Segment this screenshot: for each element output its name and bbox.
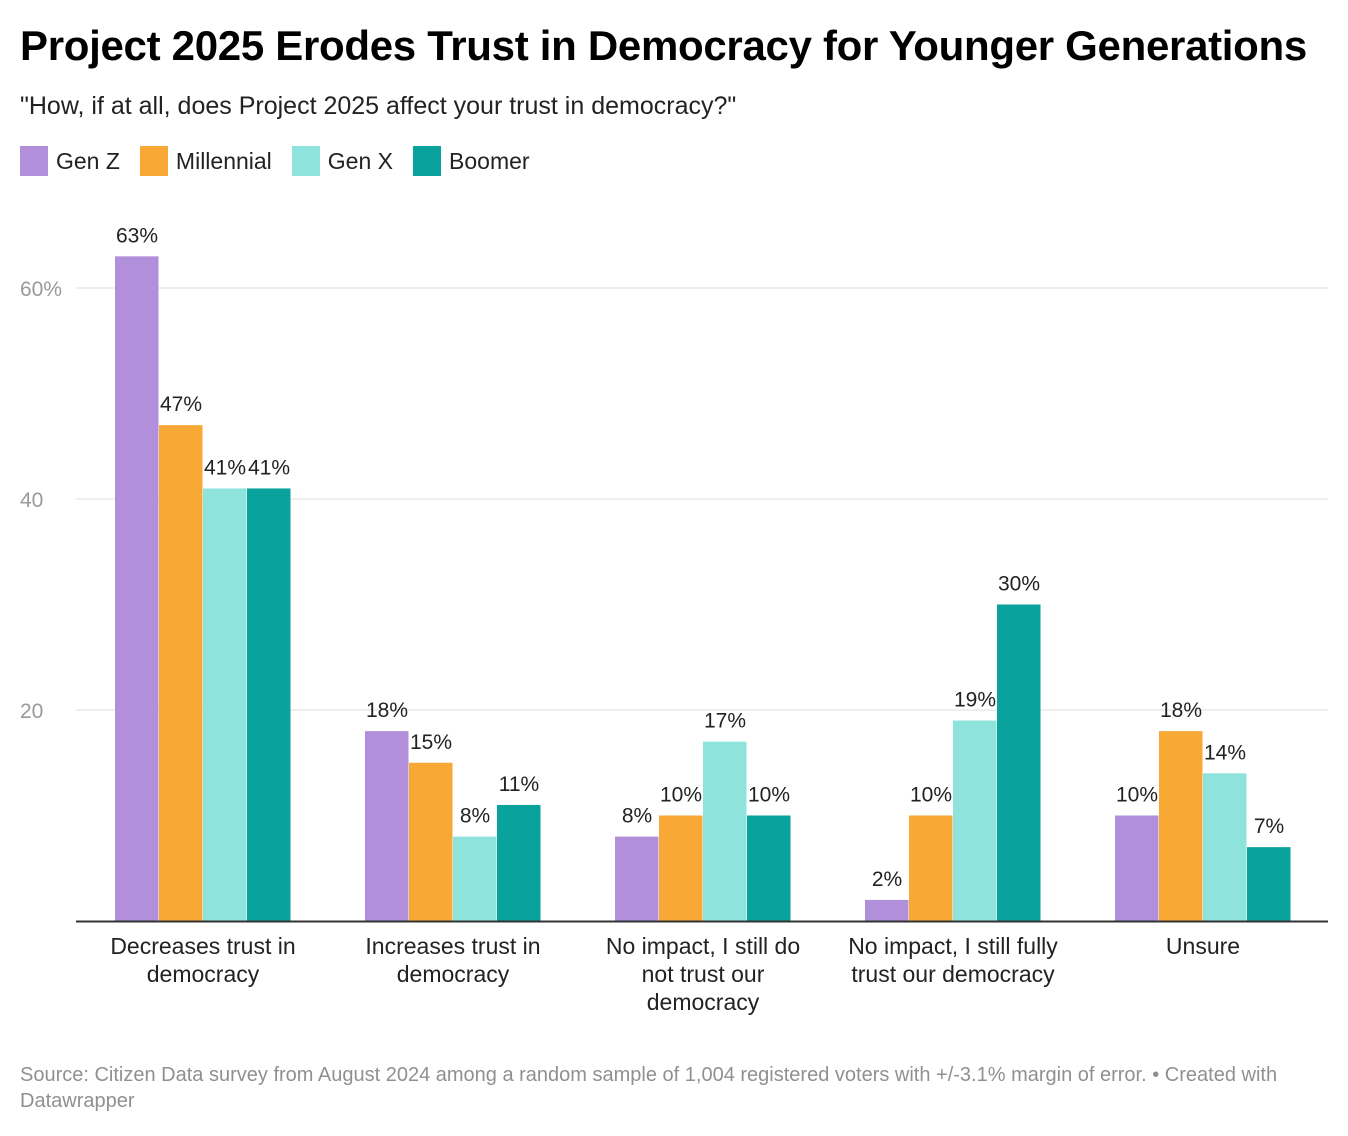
category-label: No impact, I still do not trust our democr… — [606, 933, 800, 1015]
value-label: 7% — [1254, 815, 1284, 838]
bar-millennial-1 — [159, 425, 203, 921]
value-label: 8% — [460, 805, 490, 828]
bar-millennial-4 — [909, 816, 953, 922]
bar-gen-z-5 — [1115, 816, 1159, 922]
bar-gen-x-5 — [1203, 773, 1247, 921]
bar-boomer-5 — [1247, 847, 1291, 921]
bar-gen-x-4 — [953, 721, 997, 921]
value-label: 14% — [1204, 741, 1246, 764]
category-label-line: democracy — [147, 961, 260, 987]
value-label: 10% — [1116, 784, 1158, 807]
value-label: 41% — [248, 456, 290, 479]
category-label: Unsure — [1166, 933, 1240, 959]
value-label: 47% — [160, 393, 202, 416]
bar-millennial-3 — [659, 816, 703, 922]
bar-millennial-5 — [1159, 731, 1203, 921]
category-label-line: Decreases trust in — [110, 933, 295, 959]
bar-gen-z-3 — [615, 837, 659, 921]
value-label: 41% — [204, 456, 246, 479]
value-label: 10% — [660, 784, 702, 807]
bar-gen-x-3 — [703, 742, 747, 921]
y-tick-label: 60% — [20, 278, 62, 301]
bar-boomer-4 — [997, 605, 1041, 922]
bar-gen-x-2 — [453, 837, 497, 921]
category-label: Decreases trust in democracy — [110, 933, 295, 987]
value-label: 19% — [954, 689, 996, 712]
value-label: 2% — [872, 868, 902, 891]
value-label: 18% — [1160, 699, 1202, 722]
bar-boomer-3 — [747, 816, 791, 922]
bar-millennial-2 — [409, 763, 453, 921]
category-label: No impact, I still fully trust our democr… — [848, 933, 1058, 987]
source-note: Source: Citizen Data survey from August … — [20, 1062, 1320, 1114]
category-label-line: democracy — [647, 989, 760, 1015]
category-label-line: not trust our — [642, 961, 765, 987]
value-label: 15% — [410, 731, 452, 754]
bar-boomer-1 — [247, 488, 291, 921]
y-tick-label: 20 — [20, 700, 43, 723]
category-label-line: democracy — [397, 961, 510, 987]
bar-gen-z-1 — [115, 256, 159, 921]
value-label: 18% — [366, 699, 408, 722]
value-label: 30% — [998, 573, 1040, 596]
category-label-line: trust our democracy — [851, 961, 1055, 987]
value-label: 10% — [748, 784, 790, 807]
category-label: Increases trust in democracy — [365, 933, 540, 987]
value-label: 63% — [116, 224, 158, 247]
category-label-line: No impact, I still fully — [848, 933, 1058, 959]
value-label: 17% — [704, 710, 746, 733]
y-tick-label: 40 — [20, 489, 43, 512]
bar-gen-z-2 — [365, 731, 409, 921]
category-label-line: Unsure — [1166, 933, 1240, 959]
value-label: 11% — [499, 773, 539, 796]
category-label-line: Increases trust in — [365, 933, 540, 959]
value-label: 10% — [910, 784, 952, 807]
bar-gen-z-4 — [865, 900, 909, 921]
value-label: 8% — [622, 805, 652, 828]
category-label-line: No impact, I still do — [606, 933, 800, 959]
bar-boomer-2 — [497, 805, 541, 921]
bar-gen-x-1 — [203, 488, 247, 921]
